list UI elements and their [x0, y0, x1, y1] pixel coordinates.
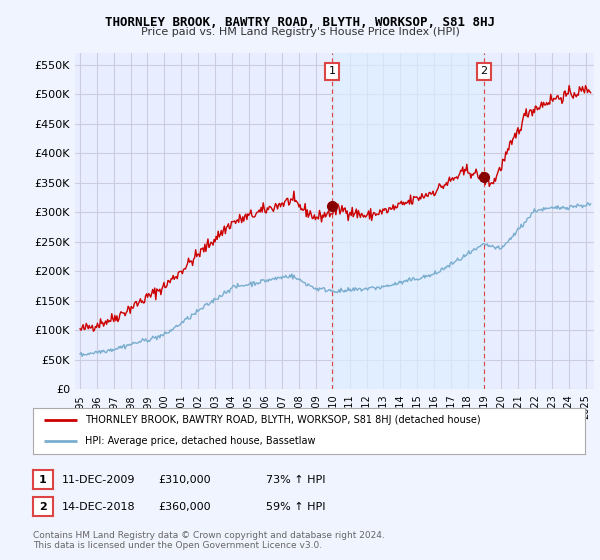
Text: Contains HM Land Registry data © Crown copyright and database right 2024.
This d: Contains HM Land Registry data © Crown c…: [33, 531, 385, 550]
Text: 14-DEC-2018: 14-DEC-2018: [62, 502, 136, 512]
Text: £360,000: £360,000: [158, 502, 211, 512]
Text: 2: 2: [39, 502, 47, 511]
Text: HPI: Average price, detached house, Bassetlaw: HPI: Average price, detached house, Bass…: [85, 436, 316, 446]
Text: 73% ↑ HPI: 73% ↑ HPI: [266, 475, 325, 485]
Text: 11-DEC-2009: 11-DEC-2009: [62, 475, 136, 485]
Text: THORNLEY BROOK, BAWTRY ROAD, BLYTH, WORKSOP, S81 8HJ (detached house): THORNLEY BROOK, BAWTRY ROAD, BLYTH, WORK…: [85, 415, 481, 425]
Bar: [332, 53, 484, 389]
Text: £310,000: £310,000: [158, 475, 211, 485]
Text: 1: 1: [39, 475, 47, 484]
Text: 1: 1: [328, 66, 335, 76]
Text: 2: 2: [480, 66, 487, 76]
Text: 59% ↑ HPI: 59% ↑ HPI: [266, 502, 325, 512]
Text: Price paid vs. HM Land Registry's House Price Index (HPI): Price paid vs. HM Land Registry's House …: [140, 27, 460, 38]
Text: THORNLEY BROOK, BAWTRY ROAD, BLYTH, WORKSOP, S81 8HJ: THORNLEY BROOK, BAWTRY ROAD, BLYTH, WORK…: [105, 16, 495, 29]
